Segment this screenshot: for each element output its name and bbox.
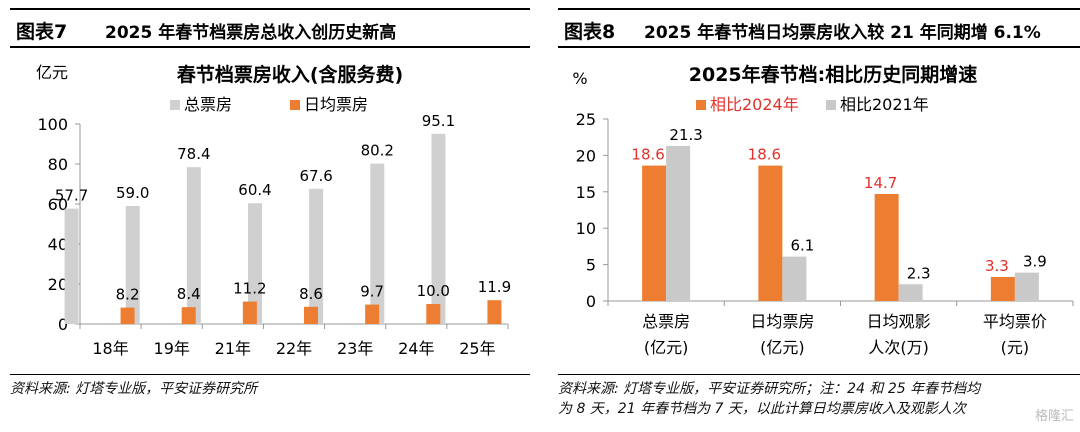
- left-panel-title: 2025 年春节档票房总收入创历史新高: [105, 23, 397, 43]
- legend-swatch-0: [696, 100, 706, 110]
- bar-b: [666, 145, 691, 301]
- data-label: 11.2: [233, 280, 266, 298]
- x-tick-label: 平均票价: [983, 312, 1047, 331]
- y-tick-label: 40: [48, 235, 68, 254]
- chart-title: 春节档票房收入(含服务费): [177, 63, 403, 86]
- bar-b: [426, 304, 441, 324]
- x-tick-label: 日均票房: [750, 312, 814, 331]
- x-tick-label: (元): [1001, 338, 1030, 357]
- y-axis-unit: %: [572, 69, 587, 88]
- bar-a: [248, 203, 262, 324]
- bar-a: [64, 208, 79, 324]
- y-tick-label: 5: [586, 256, 596, 275]
- bar-a: [758, 165, 783, 301]
- data-label: 8.6: [299, 285, 323, 303]
- bar-a: [186, 167, 201, 324]
- legend-label-0: 总票房: [184, 95, 232, 114]
- right-panel-header: 图表8 2025 年春节档日均票房收入较 21 年同期增 6.1%: [558, 8, 1080, 48]
- data-label: 67.6: [299, 167, 332, 185]
- bar-b: [304, 306, 318, 324]
- data-label: 18.6: [631, 146, 664, 164]
- data-label: 3.3: [985, 257, 1009, 275]
- bar-b: [1014, 272, 1039, 301]
- x-tick-label: 19年: [154, 339, 190, 358]
- right-panel-source-line2: 为 8 天，21 年春节档为 7 天，以此计算日均票房收入及观影人次: [558, 401, 966, 417]
- y-tick-label: 20: [576, 146, 596, 165]
- data-label: 9.7: [360, 283, 384, 301]
- left-panel: 图表7 2025 年春节档票房总收入创历史新高 春节档票房收入(含服务费) 亿元总…: [0, 0, 530, 432]
- bar-a: [431, 133, 446, 324]
- legend-label-0: 相比2024年: [710, 95, 799, 114]
- growth-rate-chart: 2025年春节档:相比历史同期增速% 相比2024年 相比2021年 0 5 10 15 20…: [572, 63, 1074, 357]
- x-tick-label: (亿元): [644, 338, 689, 357]
- data-label: 57.7: [55, 187, 88, 205]
- x-tick-label: 日均观影: [867, 312, 931, 331]
- data-label: 60.4: [238, 181, 271, 199]
- bar-a: [125, 206, 140, 324]
- x-tick-label: (亿元): [760, 338, 805, 357]
- chart-title: 2025年春节档:相比历史同期增速: [689, 63, 977, 86]
- y-tick-label: 100: [37, 115, 68, 134]
- y-tick-label: 0: [586, 292, 596, 311]
- data-label: 6.1: [790, 237, 814, 255]
- bar-b: [242, 301, 257, 324]
- bar-b: [181, 307, 196, 324]
- left-panel-source: 资料来源: 灯塔专业版，平安证券研究所: [10, 374, 530, 399]
- data-label: 59.0: [116, 184, 149, 202]
- x-tick-label: 21年: [215, 339, 251, 358]
- x-tick-label: 18年: [92, 339, 128, 358]
- x-tick-label: 25年: [459, 339, 495, 358]
- data-label: 8.2: [116, 286, 140, 304]
- left-panel-header: 图表7 2025 年春节档票房总收入创历史新高: [10, 8, 530, 48]
- bar-b: [487, 300, 502, 324]
- legend-swatch-1: [826, 100, 836, 110]
- left-panel-label: 图表7: [16, 21, 68, 43]
- data-label: 78.4: [177, 145, 210, 163]
- bar-a: [990, 276, 1015, 301]
- x-tick-label: 人次(万): [868, 338, 929, 357]
- bar-b: [782, 256, 807, 301]
- y-tick-label: 0: [58, 315, 68, 334]
- data-label: 14.7: [864, 174, 897, 192]
- y-tick-label: 80: [48, 155, 68, 174]
- y-axis-unit: 亿元: [36, 63, 68, 82]
- y-tick-label: 15: [576, 183, 596, 202]
- data-label: 2.3: [907, 264, 931, 282]
- y-tick-label: 20: [48, 275, 68, 294]
- bar-b: [120, 307, 135, 324]
- data-label: 21.3: [669, 126, 702, 144]
- right-panel: 图表8 2025 年春节档日均票房收入较 21 年同期增 6.1% 2025年春…: [548, 0, 1080, 432]
- right-panel-title: 2025 年春节档日均票房收入较 21 年同期增 6.1%: [644, 23, 1041, 43]
- bar-b: [365, 304, 380, 324]
- y-tick-label: 25: [576, 110, 596, 129]
- right-panel-label: 图表8: [564, 21, 616, 43]
- bar-a: [370, 163, 385, 324]
- data-label: 95.1: [422, 112, 455, 130]
- bar-a: [642, 165, 667, 301]
- right-panel-source-line1: 资料来源: 灯塔专业版，平安证券研究所；注：24 和 25 年春节档均: [558, 381, 981, 397]
- x-tick-label: 24年: [398, 339, 434, 358]
- data-label: 18.6: [748, 146, 781, 164]
- x-tick-label: 22年: [276, 339, 312, 358]
- y-tick-label: 10: [576, 219, 596, 238]
- right-panel-source: 资料来源: 灯塔专业版，平安证券研究所；注：24 和 25 年春节档均 为 8 …: [558, 374, 1080, 419]
- legend-label-1: 日均票房: [304, 95, 368, 114]
- legend-swatch-1: [290, 100, 300, 110]
- data-label: 80.2: [361, 142, 394, 160]
- x-tick-label: 23年: [337, 339, 373, 358]
- bar-a: [309, 188, 324, 324]
- data-label: 11.9: [478, 278, 511, 296]
- legend-label-1: 相比2021年: [840, 95, 929, 114]
- bar-b: [898, 284, 923, 301]
- data-label: 10.0: [417, 282, 450, 300]
- y-tick-label: 60: [48, 195, 68, 214]
- data-label: 8.4: [177, 285, 201, 303]
- legend-swatch-0: [170, 100, 180, 110]
- x-tick-label: 总票房: [642, 312, 690, 331]
- bar-a: [874, 193, 899, 301]
- data-label: 3.9: [1023, 253, 1047, 271]
- watermark: 格隆汇: [1034, 409, 1074, 424]
